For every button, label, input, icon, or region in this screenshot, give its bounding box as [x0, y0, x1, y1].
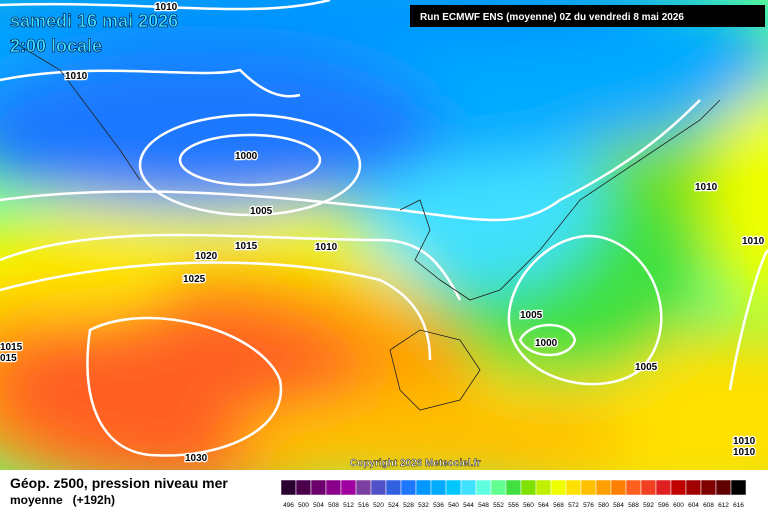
scale-swatch — [595, 479, 612, 496]
scale-swatch — [640, 479, 657, 496]
isobar-label: 1005 — [250, 206, 273, 217]
scale-label: 536 — [433, 502, 444, 509]
legend-subtitle: moyenne (+192h) — [10, 493, 115, 507]
scale-swatch — [295, 479, 312, 496]
scale-swatch — [610, 479, 627, 496]
scale-swatch — [505, 479, 522, 496]
run-banner — [410, 5, 765, 27]
isobar-label: 1000 — [235, 151, 258, 162]
scale-swatch — [460, 479, 477, 496]
scale-swatch — [715, 479, 732, 496]
scale-label: 568 — [553, 502, 564, 509]
isobar-label: 1030 — [185, 453, 208, 464]
scale-label: 556 — [508, 502, 519, 509]
isobar-label: 1010 — [315, 242, 338, 253]
scale-swatch — [700, 479, 717, 496]
scale-swatch — [280, 479, 297, 496]
scale-label: 612 — [718, 502, 729, 509]
isobar-label: 015 — [0, 353, 17, 364]
isobar-label: 1005 — [520, 310, 543, 321]
scale-label: 608 — [703, 502, 714, 509]
scale-label: 564 — [538, 502, 549, 509]
scale-swatch — [730, 479, 747, 496]
isobar-label: 1010 — [155, 2, 178, 13]
scale-label: 596 — [658, 502, 669, 509]
scale-label: 528 — [403, 502, 414, 509]
scale-label: 548 — [478, 502, 489, 509]
isobar-label: 1010 — [733, 436, 756, 447]
legend-graphic: Géop. z500, pression niveau mer moyenne (… — [10, 475, 747, 509]
scale-label: 560 — [523, 502, 534, 509]
date-text: samedi 16 mai 2026 — [10, 11, 178, 31]
isobar-label: 1000 — [535, 338, 558, 349]
scale-swatch — [685, 479, 702, 496]
scale-swatch — [655, 479, 672, 496]
isobar-label: 1010 — [65, 71, 88, 82]
scale-swatch — [445, 479, 462, 496]
scale-swatch — [520, 479, 537, 496]
scale-swatch — [385, 479, 402, 496]
scale-label: 576 — [583, 502, 594, 509]
scale-swatch — [475, 479, 492, 496]
scale-label: 600 — [673, 502, 684, 509]
legend-title: Géop. z500, pression niveau mer — [10, 475, 228, 491]
coastlines — [9, 39, 721, 411]
scale-label: 616 — [733, 502, 744, 509]
scale-label: 544 — [463, 502, 474, 509]
scale-swatch — [625, 479, 642, 496]
scale-swatch — [370, 479, 387, 496]
scale-label: 520 — [373, 502, 384, 509]
time-text: 2:00 locale — [10, 36, 102, 56]
scale-swatch — [490, 479, 507, 496]
scale-swatch — [310, 479, 327, 496]
isobar-label: 1015 — [0, 342, 23, 353]
isobar-label: 1010 — [742, 236, 765, 247]
isobar-label: 1025 — [183, 274, 206, 285]
isobars — [0, 0, 768, 457]
scale-swatch — [535, 479, 552, 496]
scale-label: 504 — [313, 502, 324, 509]
isobar-label: 1010 — [695, 182, 718, 193]
scale-swatch — [340, 479, 357, 496]
map: Run ECMWF ENS (moyenne) 0Z du vendredi 8… — [0, 0, 768, 470]
scale-label: 508 — [328, 502, 339, 509]
scale-swatch — [670, 479, 687, 496]
legend: Géop. z500, pression niveau mer moyenne (… — [0, 470, 768, 512]
scale-label: 592 — [643, 502, 654, 509]
run-text: Run ECMWF ENS (moyenne) 0Z du vendredi 8… — [420, 12, 684, 23]
scale-label: 584 — [613, 502, 624, 509]
scale-label: 552 — [493, 502, 504, 509]
scale-label: 532 — [418, 502, 429, 509]
field — [0, 0, 768, 470]
scale-label: 516 — [358, 502, 369, 509]
scale-label: 572 — [568, 502, 579, 509]
scale-swatch — [430, 479, 447, 496]
scale-label: 500 — [298, 502, 309, 509]
copyright: Copyright 2026 Meteociel.fr — [350, 458, 481, 469]
scale-swatch — [550, 479, 567, 496]
scale-label: 580 — [598, 502, 609, 509]
scale-label: 604 — [688, 502, 699, 509]
scale-swatch — [580, 479, 597, 496]
scale-swatch — [415, 479, 432, 496]
scale-swatch — [355, 479, 372, 496]
scale-label: 512 — [343, 502, 354, 509]
isobar-label: 1010 — [733, 447, 756, 458]
scale-label: 524 — [388, 502, 399, 509]
isobar-label: 1005 — [635, 362, 658, 373]
scale-label: 588 — [628, 502, 639, 509]
scale-swatch — [325, 479, 342, 496]
isobar-label: 1020 — [195, 251, 218, 262]
scale-label: 496 — [283, 502, 294, 509]
scale-swatch — [400, 479, 417, 496]
isobar-label: 1015 — [235, 241, 258, 252]
scale-label: 540 — [448, 502, 459, 509]
scale-swatch — [565, 479, 582, 496]
